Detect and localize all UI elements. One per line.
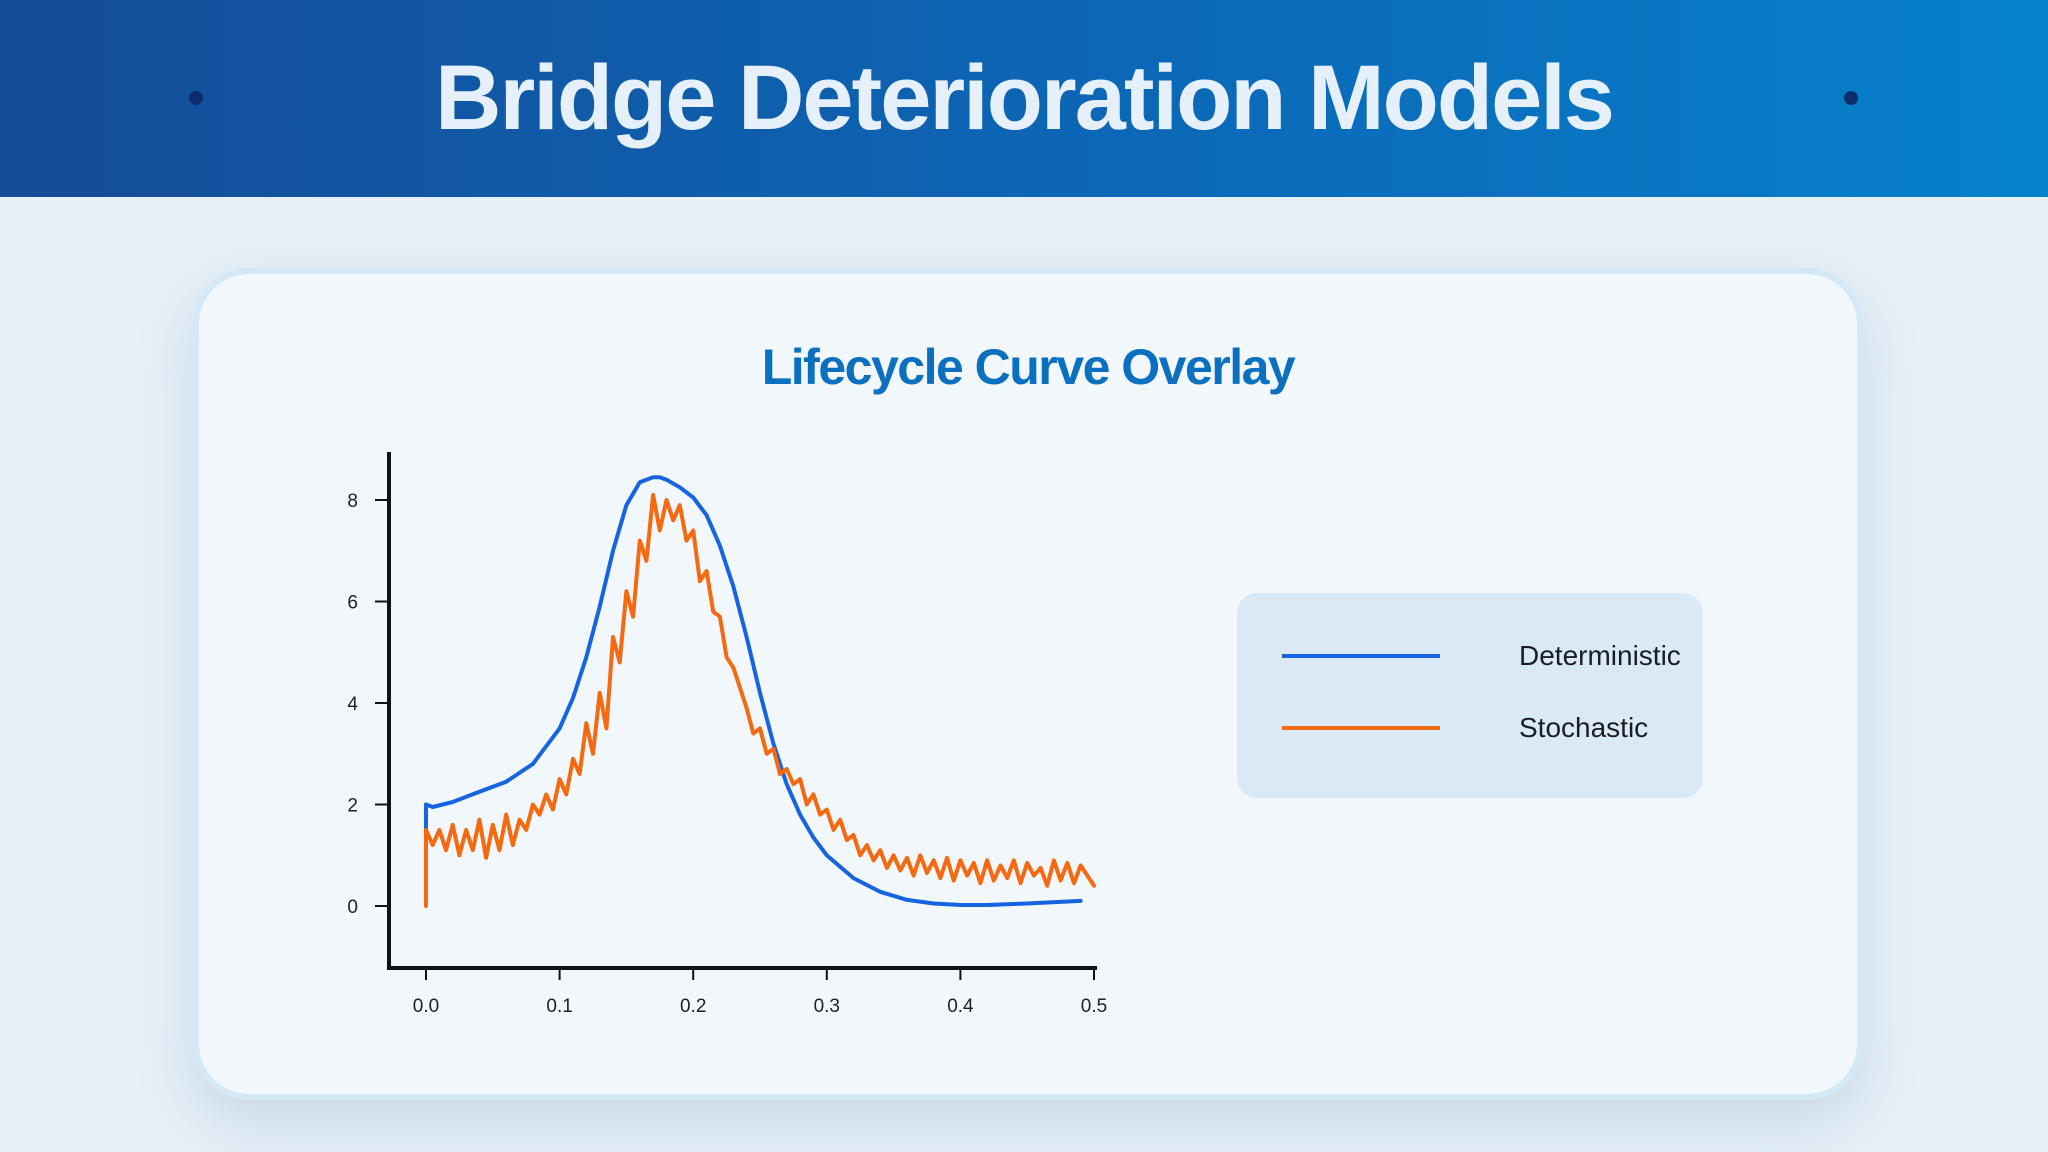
- page-title: Bridge Deterioration Models: [435, 47, 1615, 149]
- chart-axes: 0.0 0.1 0.2 0.3 0.4 0.5 0 2 4 6 8: [347, 452, 1107, 1017]
- series-line-deterministic: [424, 475, 1083, 907]
- x-tick-label: 0.0: [413, 996, 439, 1017]
- y-tick-label: 0: [347, 897, 358, 918]
- legend-label-deterministic: Deterministic: [1519, 640, 1681, 671]
- x-tick-label: 0.2: [680, 996, 706, 1017]
- x-tick-label: 0.5: [1081, 996, 1107, 1017]
- y-tick-label: 6: [347, 593, 358, 614]
- chart-legend: Deterministic Stochastic: [1237, 593, 1703, 798]
- legend-label-stochastic: Stochastic: [1519, 712, 1649, 743]
- header-dot-left: [189, 91, 203, 105]
- chart-title: Lifecycle Curve Overlay: [761, 339, 1296, 395]
- legend-item-stochastic: Stochastic: [1282, 708, 1682, 748]
- x-tick-label: 0.1: [546, 996, 572, 1017]
- legend-swatch-stochastic: [1282, 726, 1440, 730]
- y-tick-label: 2: [347, 796, 358, 817]
- legend-swatch-deterministic: [1282, 654, 1440, 658]
- header-bar: Bridge Deterioration Models: [0, 0, 2048, 197]
- header-dot-right: [1844, 91, 1858, 105]
- chart-series: [424, 475, 1096, 908]
- legend-item-deterministic: Deterministic: [1282, 636, 1682, 676]
- x-tick-label: 0.4: [947, 996, 974, 1017]
- y-tick-label: 8: [347, 491, 358, 512]
- series-line-stochastic: [424, 492, 1096, 908]
- x-tick-label: 0.3: [814, 996, 840, 1017]
- y-tick-label: 4: [347, 694, 358, 715]
